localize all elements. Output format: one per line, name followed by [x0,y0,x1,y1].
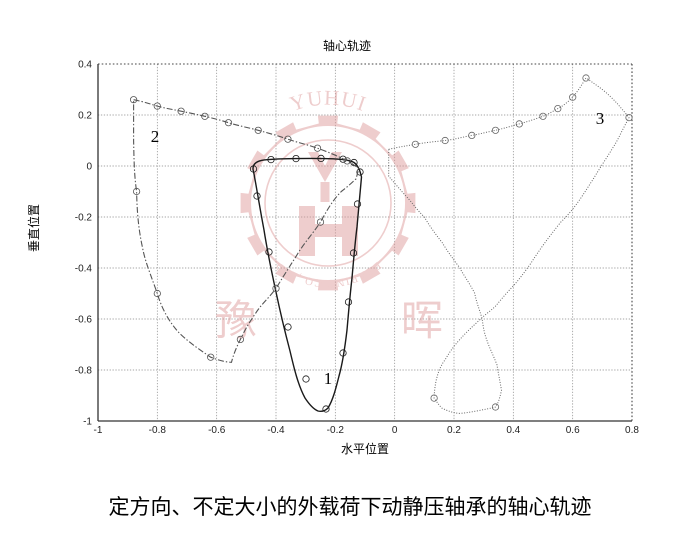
svg-text:晖: 晖 [401,287,443,348]
svg-text:-0.2: -0.2 [327,425,345,436]
svg-text:-0.4: -0.4 [75,264,93,275]
svg-text:0.2: 0.2 [78,111,92,122]
svg-text:0.4: 0.4 [78,60,92,71]
svg-text:0.8: 0.8 [625,425,639,436]
svg-text:-0.6: -0.6 [75,315,93,326]
svg-text:-0.2: -0.2 [75,213,93,224]
svg-text:0.6: 0.6 [566,425,580,436]
svg-text:水平位置: 水平位置 [341,440,389,457]
svg-text:0: 0 [86,162,92,173]
svg-text:-0.8: -0.8 [149,425,167,436]
svg-text:-1: -1 [94,425,103,436]
svg-text:3: 3 [596,109,605,128]
svg-text:定方向、不定大小的外载荷下动静压轴承的轴心轨迹: 定方向、不定大小的外载荷下动静压轴承的轴心轨迹 [109,491,592,521]
svg-text:-1: -1 [83,417,92,428]
svg-text:轴心轨迹: 轴心轨迹 [323,37,371,54]
svg-text:0.2: 0.2 [447,425,461,436]
svg-text:豫: 豫 [215,287,257,348]
svg-text:-0.4: -0.4 [267,425,285,436]
svg-text:0: 0 [392,425,398,436]
svg-text:-0.8: -0.8 [75,366,93,377]
svg-text:1: 1 [324,369,333,388]
svg-text:-0.6: -0.6 [208,425,226,436]
svg-text:2: 2 [151,127,160,146]
svg-text:垂直位置: 垂直位置 [25,204,42,252]
svg-text:0.4: 0.4 [506,425,520,436]
